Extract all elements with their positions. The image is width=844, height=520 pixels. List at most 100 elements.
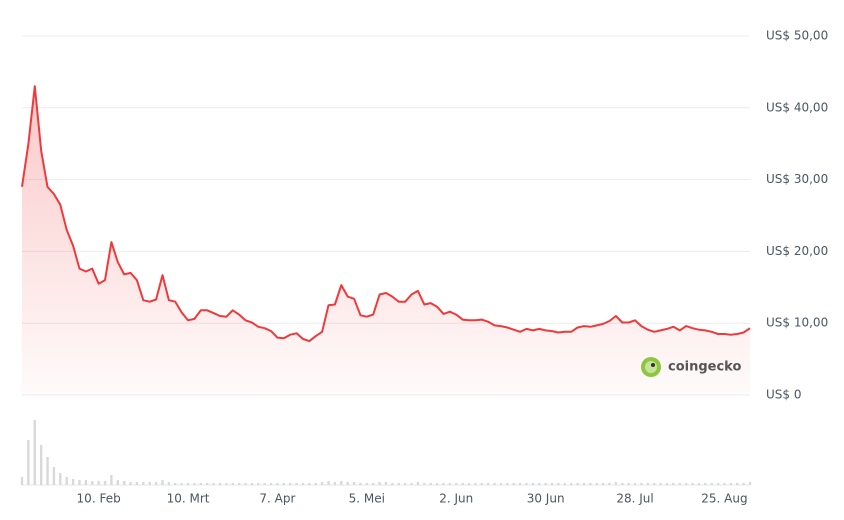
area-fill (22, 86, 750, 396)
volume-bar (455, 483, 458, 485)
volume-bar (346, 482, 349, 485)
volume-bar (33, 420, 36, 485)
volume-bar (186, 483, 190, 485)
volume-bar (282, 483, 286, 485)
y-tick-label: US$ 40,00 (766, 100, 828, 114)
volume-bar (378, 482, 381, 485)
volume-bar (659, 483, 662, 485)
volume-bar (333, 482, 337, 485)
volume-bar (646, 483, 650, 485)
volume-bar (653, 483, 656, 485)
volume-bar (684, 483, 688, 485)
volume-bar (225, 483, 228, 485)
y-tick-label: US$ 10,00 (766, 316, 828, 330)
volume-bar (710, 483, 713, 485)
volume-bar (174, 483, 177, 485)
volume-bar (110, 475, 113, 485)
volume-bar (595, 483, 598, 485)
volume-bar (716, 483, 720, 485)
volume-bar (621, 483, 624, 485)
x-tick-label: 7. Apr (259, 492, 295, 506)
x-tick-label: 10. Mrt (167, 492, 210, 506)
volume-bar (403, 483, 407, 485)
volume-bar (723, 483, 726, 485)
volume-bar (531, 483, 535, 485)
volume-bar (589, 483, 592, 485)
volume-bar (65, 477, 68, 485)
volume-bar (633, 483, 637, 485)
volume-bar (308, 483, 311, 485)
volume-bar (557, 483, 560, 485)
volume-bar (205, 483, 209, 485)
y-tick-label: US$ 0 (766, 388, 801, 402)
volume-bar (84, 480, 88, 485)
volume-bar (582, 483, 586, 485)
x-tick-label: 25. Aug (701, 492, 747, 506)
volume-bar (442, 483, 445, 485)
volume-bar (384, 482, 388, 485)
volume-bar (212, 483, 215, 485)
volume-bar (461, 483, 464, 485)
volume-bar (512, 483, 515, 485)
volume-bar (91, 481, 94, 485)
volume-bar (550, 483, 554, 485)
volume-bar (423, 483, 426, 485)
volume-bar (506, 483, 509, 485)
volume-bar (154, 482, 158, 485)
volume-bar (474, 483, 477, 485)
volume-bar (167, 482, 171, 485)
volume-bar (480, 483, 483, 485)
volume-bar (295, 483, 298, 485)
volume-bar (97, 481, 100, 485)
volume-bar (320, 482, 324, 485)
x-tick-label: 5. Mei (349, 492, 385, 506)
volume-bar (569, 483, 573, 485)
volume-bar (518, 483, 522, 485)
volume-bar (435, 483, 439, 485)
x-tick-label: 10. Feb (77, 492, 121, 506)
volume-bar (103, 481, 107, 485)
volume-bar (748, 482, 752, 485)
volume-bar (39, 445, 43, 485)
volume-bar (416, 482, 420, 485)
x-tick-label: 28. Jul (616, 492, 653, 506)
volume-bar (576, 483, 579, 485)
volume-bar (142, 482, 145, 485)
volume-bar (704, 483, 707, 485)
volume-bar (640, 483, 643, 485)
volume-bar (372, 483, 375, 485)
volume-bar (601, 483, 605, 485)
volume-bar (257, 483, 260, 485)
y-tick-label: US$ 30,00 (766, 172, 828, 186)
volume-bar (135, 482, 139, 485)
x-tick-label: 30 Jun (527, 492, 565, 506)
volume-bar (410, 483, 413, 485)
volume-bar (391, 483, 394, 485)
volume-bar (544, 483, 547, 485)
volume-bar (276, 483, 279, 485)
volume-bar (46, 457, 49, 485)
volume-bar (736, 483, 739, 485)
volume-bar (493, 483, 496, 485)
volume-bar (665, 483, 669, 485)
volume-bar (129, 482, 132, 485)
volume-bar (729, 483, 733, 485)
volume-bar (614, 482, 618, 485)
y-tick-label: US$ 20,00 (766, 244, 828, 258)
volume-bar (697, 483, 701, 485)
watermark-logo (641, 357, 661, 377)
x-tick-label: 2. Jun (439, 492, 473, 506)
volume-bar (122, 481, 126, 485)
volume-bar (314, 483, 317, 485)
volume-bar (359, 483, 362, 485)
volume-bar (244, 483, 247, 485)
volume-bar (486, 483, 490, 485)
volume-bar (448, 483, 452, 485)
volume-bar (742, 483, 745, 485)
price-line (21, 85, 751, 343)
volume-bar (59, 473, 62, 485)
watermark: coingecko (668, 360, 741, 375)
volume-bar (678, 483, 681, 485)
volume-bar (52, 467, 56, 485)
